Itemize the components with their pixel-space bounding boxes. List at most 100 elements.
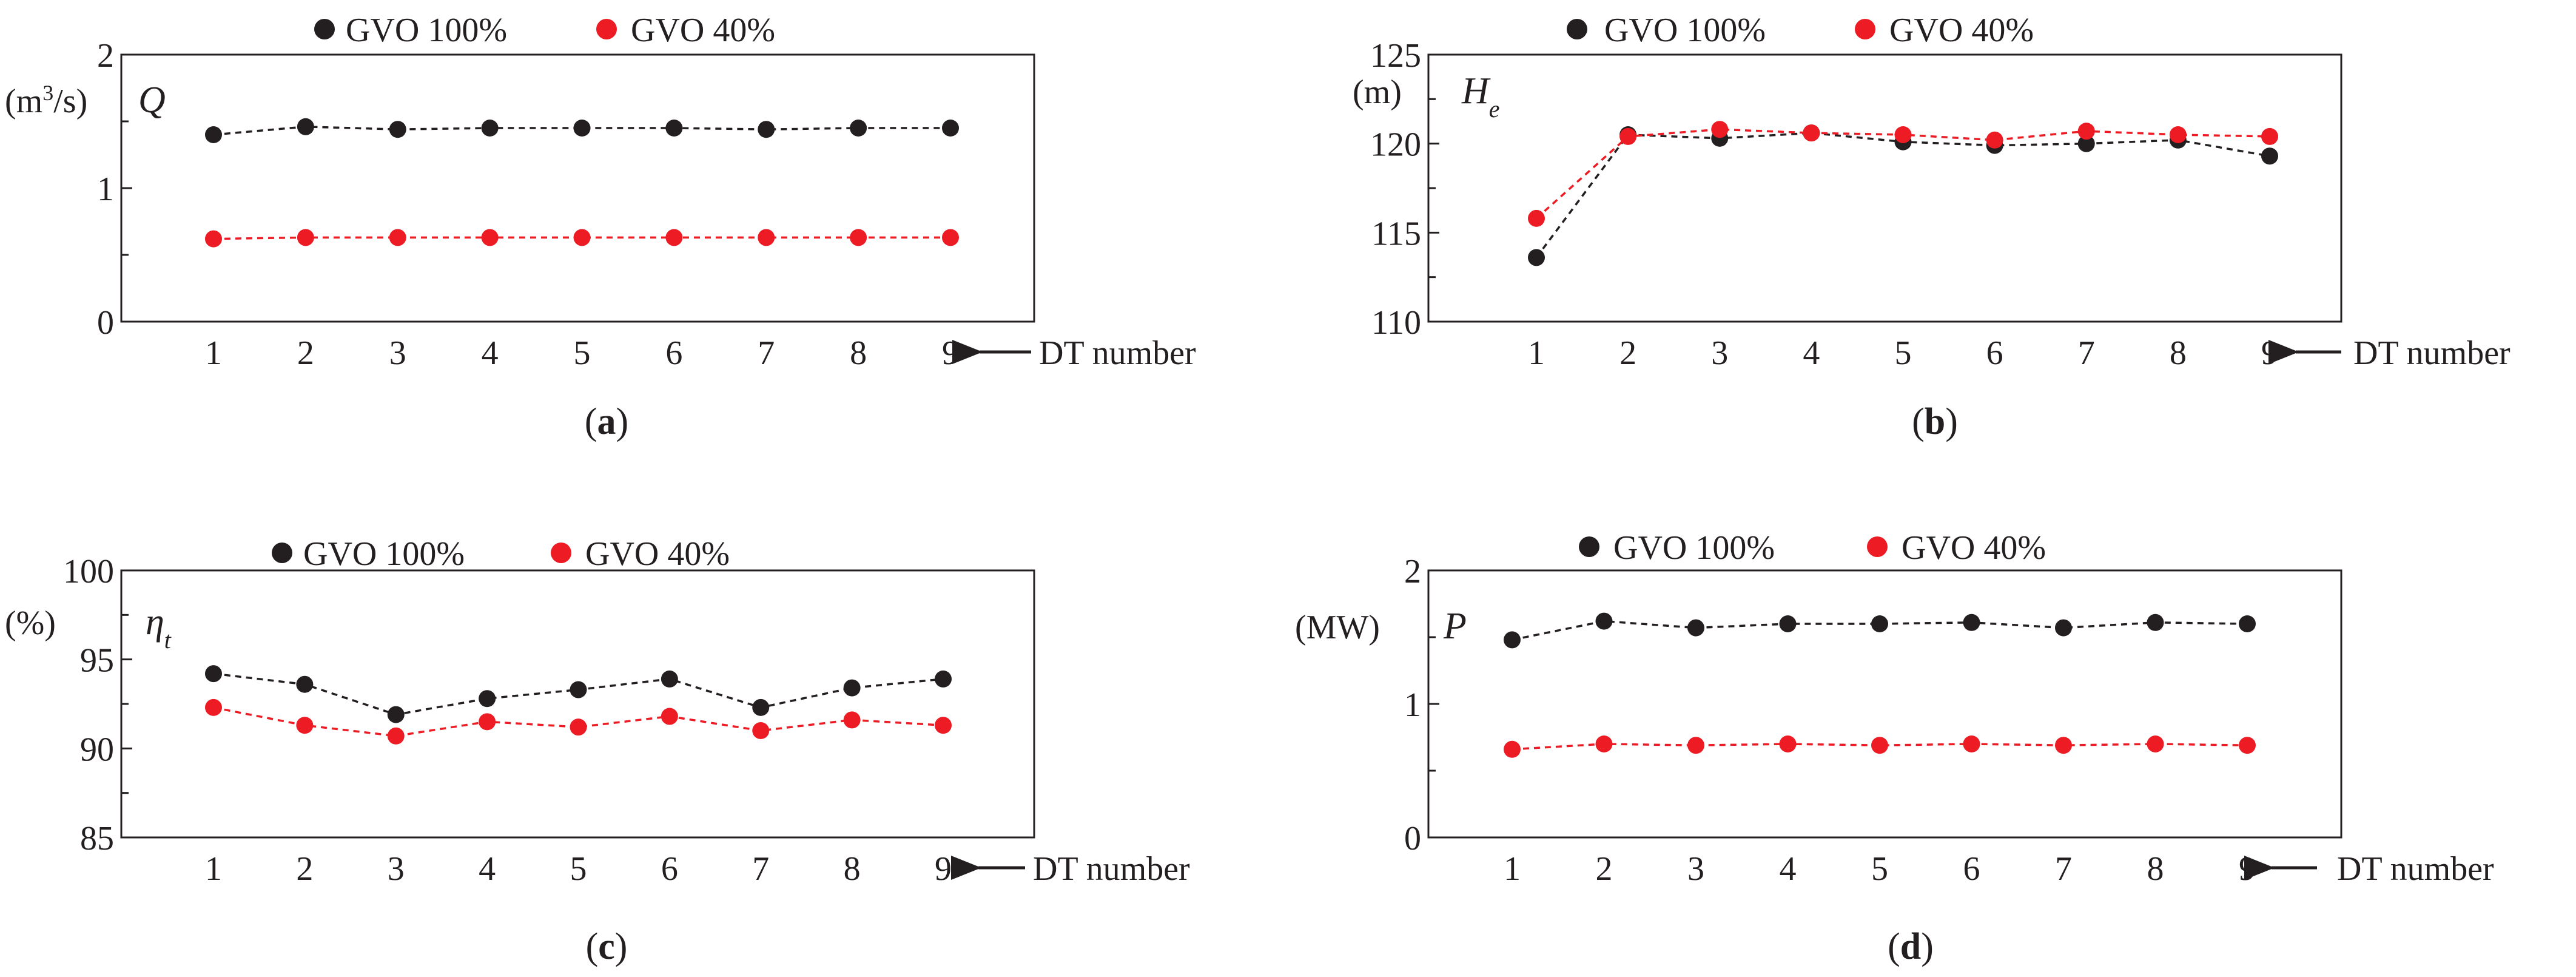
panel-b-point-gvo100 bbox=[1528, 249, 1545, 266]
panel-c-frame bbox=[120, 569, 1035, 839]
panel-c-point-gvo40 bbox=[296, 717, 314, 734]
panel-c-point-gvo40 bbox=[843, 711, 861, 729]
panel-b-xtick-label: 8 bbox=[2170, 334, 2187, 372]
panel-c-legend-label: GVO 100% bbox=[303, 535, 465, 573]
panel-c-dt-number-label: DT number bbox=[1033, 850, 1190, 888]
panel-c-ytick-label: 85 bbox=[80, 820, 114, 857]
panel-d-point-gvo100 bbox=[2147, 614, 2164, 631]
panel-c-xtick-label: 7 bbox=[752, 850, 769, 888]
panel-b-xtick-label: 2 bbox=[1619, 334, 1636, 372]
panel-c-caption: (c) bbox=[586, 926, 628, 967]
panel-d-point-gvo100 bbox=[2239, 615, 2256, 632]
panel-a-legend-label: GVO 40% bbox=[631, 12, 775, 49]
panel-a-xtick-label: 6 bbox=[665, 334, 682, 372]
panel-d-point-gvo100 bbox=[1504, 631, 1521, 649]
panel-b-caption: (b) bbox=[1912, 401, 1958, 442]
panel-d-legend-marker-gvo100 bbox=[1579, 536, 1599, 557]
panel-d-xtick-label: 5 bbox=[1871, 850, 1888, 888]
panel-b-point-gvo40 bbox=[1711, 121, 1729, 138]
panel-a-ytick-label: 1 bbox=[97, 171, 114, 208]
panel-d: 0 1 2 1 2 3 4 5 6 7 8 9 DT number (MW) P GVO 100% GVO 40… bbox=[1295, 529, 2494, 967]
panel-d-frame bbox=[1427, 569, 2342, 839]
panel-a-legend-marker-gvo100 bbox=[314, 19, 335, 39]
panel-c-xtick-label: 2 bbox=[296, 850, 313, 888]
panel-c-xtick-label: 5 bbox=[570, 850, 587, 888]
panel-c-xtick-label: 1 bbox=[205, 850, 222, 888]
panel-a-ytick-label: 0 bbox=[97, 304, 114, 342]
panel-c-point-gvo40 bbox=[387, 727, 405, 745]
panel-b-ytick-label: 120 bbox=[1370, 126, 1421, 164]
panel-b-legend-label: GVO 100% bbox=[1604, 12, 1766, 49]
panel-a-point-gvo100 bbox=[573, 120, 591, 137]
panel-c-point-gvo40 bbox=[570, 718, 587, 736]
panel-c-unit-label: (%) bbox=[5, 604, 56, 642]
panel-d-point-gvo100 bbox=[1963, 614, 1980, 631]
panel-c-point-gvo100 bbox=[752, 698, 770, 716]
panel-d-point-gvo40 bbox=[1687, 737, 1704, 754]
panel-d-xtick-label: 8 bbox=[2147, 850, 2164, 888]
panel-b-point-gvo100 bbox=[2077, 135, 2095, 152]
panel-a-point-gvo100 bbox=[665, 120, 683, 137]
panel-b-xtick-label: 4 bbox=[1803, 334, 1820, 372]
panel-b-xtick-label: 9 bbox=[2261, 334, 2278, 372]
panel-b-xtick-label: 6 bbox=[1986, 334, 2003, 372]
panel-a-point-gvo40 bbox=[205, 230, 222, 248]
panel-d-xtick-label: 6 bbox=[1963, 850, 1980, 888]
panel-d-point-gvo100 bbox=[1779, 615, 1797, 632]
panel-c: 85 90 95 100 1 2 3 4 5 6 7 8 9 DT number (%) ηt GVO 100%… bbox=[5, 535, 1190, 967]
panel-a-xtick-label: 7 bbox=[758, 334, 775, 372]
panel-b-legend-marker-gvo40 bbox=[1855, 19, 1875, 39]
panel-b-frame bbox=[1427, 53, 2342, 323]
panel-c-ytick-label: 100 bbox=[63, 553, 114, 590]
panel-a-caption: (a) bbox=[585, 401, 628, 442]
panel-d-xtick-label: 9 bbox=[2239, 850, 2256, 888]
panel-c-point-gvo40 bbox=[661, 708, 678, 725]
panel-b-point-gvo40 bbox=[2261, 127, 2278, 145]
panel-b-unit-label: (m) bbox=[1353, 73, 1402, 111]
panel-c-point-gvo100 bbox=[387, 706, 405, 723]
panel-c-point-gvo40 bbox=[752, 722, 770, 739]
panel-a-point-gvo40 bbox=[297, 229, 314, 246]
panel-a-point-gvo100 bbox=[297, 118, 314, 135]
panel-c-point-gvo40 bbox=[935, 717, 952, 734]
panel-b-point-gvo40 bbox=[1894, 126, 1912, 143]
panel-d-xtick-label: 1 bbox=[1504, 850, 1521, 888]
panel-b-xtick-label: 1 bbox=[1528, 334, 1545, 372]
panel-d-point-gvo40 bbox=[2055, 737, 2072, 754]
panel-a-xtick-label: 9 bbox=[942, 334, 959, 372]
panel-a-point-gvo40 bbox=[850, 229, 867, 246]
panel-c-point-gvo100 bbox=[205, 665, 222, 683]
panel-b-point-gvo40 bbox=[1986, 131, 2003, 149]
panel-a-point-gvo100 bbox=[942, 120, 959, 137]
panel-c-point-gvo100 bbox=[479, 690, 496, 708]
panel-a-point-gvo40 bbox=[758, 229, 775, 246]
panel-a-xtick-label: 8 bbox=[850, 334, 867, 372]
panel-a-xtick-label: 1 bbox=[205, 334, 222, 372]
panel-a-xtick-label: 4 bbox=[482, 334, 499, 372]
panel-c-legend-marker-gvo40 bbox=[551, 543, 571, 563]
panel-b-quantity-symbol: He bbox=[1461, 70, 1500, 123]
panel-d-legend-marker-gvo40 bbox=[1867, 536, 1888, 557]
panel-a-point-gvo100 bbox=[758, 121, 775, 138]
panel-d-point-gvo40 bbox=[1595, 735, 1613, 752]
panel-c-ytick-label: 95 bbox=[80, 642, 114, 680]
panel-a-point-gvo100 bbox=[850, 120, 867, 137]
panel-a-ytick-label: 2 bbox=[97, 37, 114, 75]
panel-c-point-gvo100 bbox=[935, 670, 952, 688]
panel-d-point-gvo40 bbox=[2147, 735, 2164, 752]
panel-a-point-gvo100 bbox=[389, 121, 406, 138]
panel-c-point-gvo40 bbox=[479, 713, 496, 731]
panel-d-caption: (d) bbox=[1888, 926, 1934, 967]
panel-a-point-gvo40 bbox=[389, 229, 406, 246]
panel-c-point-gvo100 bbox=[661, 670, 678, 688]
panel-a-xtick-label: 2 bbox=[297, 334, 314, 372]
panel-a-legend-marker-gvo40 bbox=[596, 19, 617, 39]
panel-b-point-gvo40 bbox=[2077, 123, 2095, 140]
panel-d-series-line-gvo100 bbox=[1512, 620, 2248, 641]
panel-b-point-gvo40 bbox=[2169, 126, 2187, 143]
panel-d-xtick-label: 2 bbox=[1596, 850, 1613, 888]
panel-a-dt-number-label: DT number bbox=[1039, 334, 1196, 372]
panel-c-legend-marker-gvo100 bbox=[272, 543, 292, 563]
panel-d-legend-label: GVO 100% bbox=[1613, 529, 1775, 567]
panel-d-ytick-label: 1 bbox=[1404, 686, 1421, 724]
